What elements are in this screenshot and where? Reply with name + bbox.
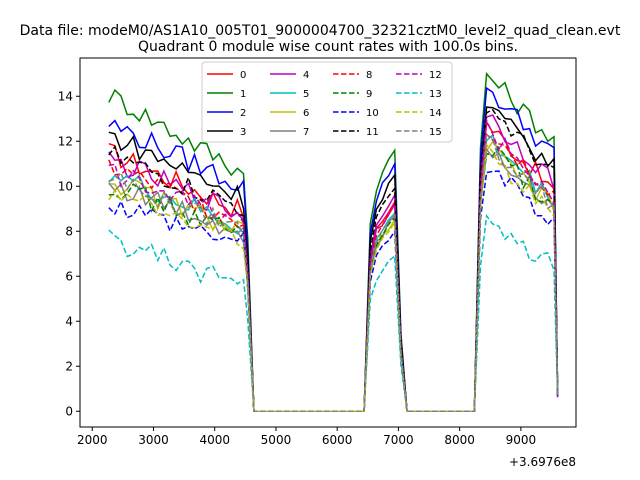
y-axis: 0 2 4 6 8 10 12 14 [58,89,80,418]
legend-label: 0 [240,70,246,81]
y-tick-label: 10 [58,179,73,193]
legend-label: 2 [240,108,246,119]
series-line-15 [108,133,559,413]
legend-label: 12 [429,70,442,81]
x-tick-label: 3000 [138,433,169,447]
y-tick-label: 12 [58,134,73,148]
x-tick-label: 8000 [444,433,475,447]
legend-label: 6 [303,108,309,119]
x-tick-label: 2000 [77,433,108,447]
x-tick-label: 9000 [506,433,537,447]
y-tick-label: 0 [65,404,73,418]
x-offset-label: +3.6976e8 [509,455,576,469]
y-tick-label: 14 [58,89,73,103]
legend-label: 13 [429,89,442,100]
y-tick-label: 6 [65,269,73,283]
legend-label: 11 [366,127,379,138]
x-tick-label: 4000 [199,433,230,447]
x-tick-label: 6000 [322,433,353,447]
series-line-10 [108,170,559,413]
y-tick-label: 8 [65,224,73,238]
y-tick-label: 4 [65,314,73,328]
legend-label: 8 [366,70,372,81]
legend-label: 10 [366,108,379,119]
x-axis: 2000 3000 4000 5000 6000 7000 8000 9000 [77,427,536,447]
legend-label: 14 [429,108,442,119]
legend-label: 7 [303,127,309,138]
legend-label: 9 [366,89,372,100]
x-tick-label: 7000 [383,433,414,447]
legend-label: 3 [240,127,246,138]
legend-label: 15 [429,127,442,138]
legend-label: 1 [240,89,246,100]
legend-box [201,61,453,143]
y-tick-label: 2 [65,359,73,373]
chart-title: Quadrant 0 module wise count rates with … [138,39,518,55]
x-tick-label: 5000 [261,433,292,447]
series-layer [108,71,559,413]
legend-label: 5 [303,89,309,100]
legend-label: 4 [303,70,309,81]
suptitle: Data file: modeM0/AS1A10_005T01_90000047… [20,23,621,39]
